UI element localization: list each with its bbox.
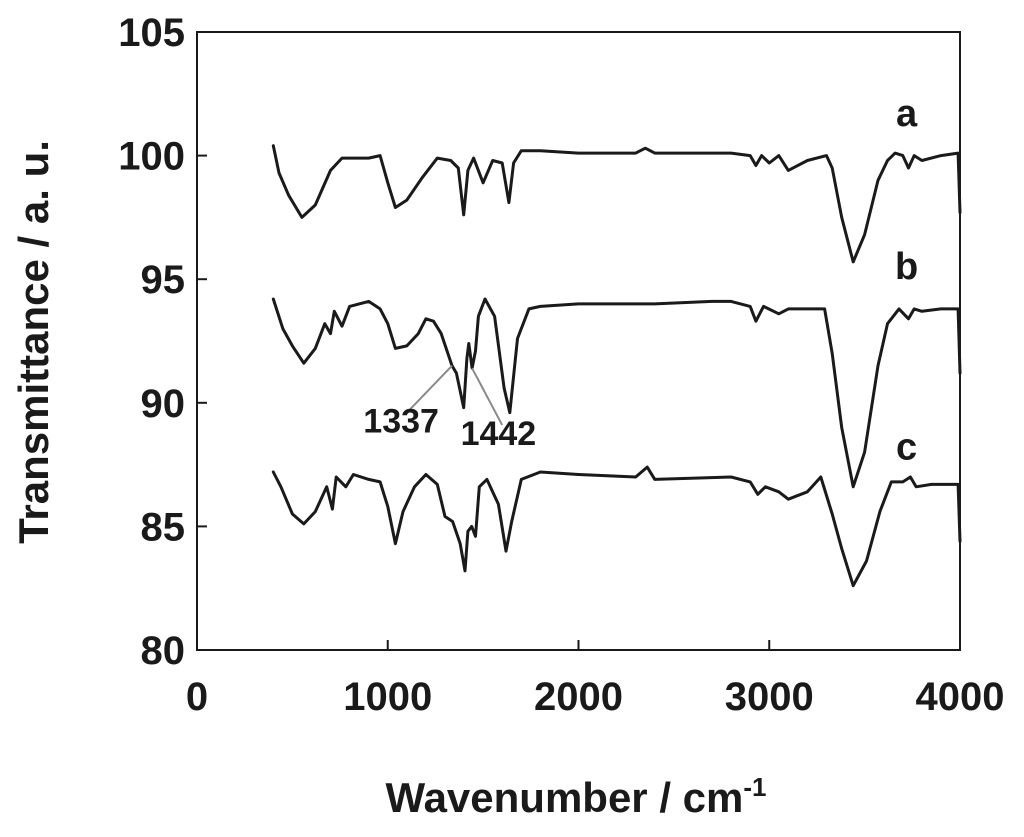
y-tick-label: 100 — [118, 135, 185, 179]
x-axis-title: Wavenumber / cm-1 — [385, 772, 766, 821]
x-tick-label: 1000 — [343, 675, 432, 719]
y-axis-title: Transmittance / a. u. — [10, 140, 57, 544]
x-tick-label: 3000 — [725, 675, 814, 719]
y-tick-label: 85 — [141, 505, 186, 549]
series-line-a — [271, 144, 962, 264]
y-tick-label: 80 — [141, 629, 186, 673]
annotation-1442: 1442 — [461, 415, 537, 453]
y-tick-label: 105 — [118, 11, 185, 55]
y-tick-label: 90 — [141, 382, 186, 426]
x-tick-label: 2000 — [534, 675, 623, 719]
annotation-leader-1337 — [406, 365, 453, 414]
series-label-a: a — [896, 93, 918, 135]
series-label-b: b — [895, 246, 918, 288]
annotation-1337: 1337 — [363, 402, 439, 440]
x-axis-title-text: Wavenumber / cm — [385, 774, 743, 821]
series-label-c: c — [896, 427, 917, 469]
x-tick-label: 0 — [186, 675, 208, 719]
x-tick-label: 4000 — [916, 675, 1005, 719]
y-tick-label: 95 — [141, 258, 186, 302]
series-line-c — [271, 465, 962, 588]
x-axis-title-superscript: -1 — [743, 772, 766, 802]
annotation-leader-1442 — [471, 367, 504, 426]
series-line-b — [271, 297, 962, 489]
